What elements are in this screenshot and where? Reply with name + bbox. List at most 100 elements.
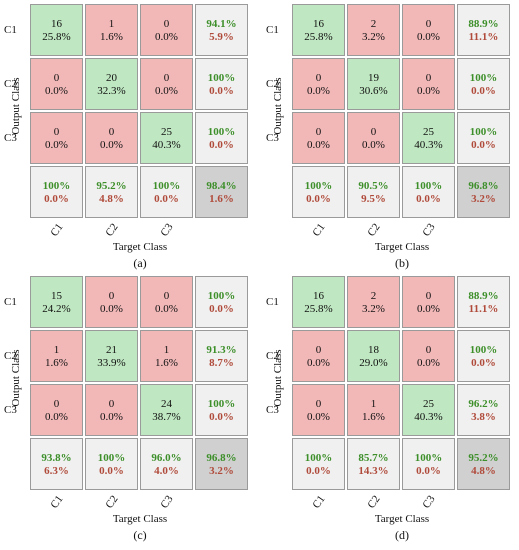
row-summary-cell: 94.1% 5.9% — [195, 4, 248, 56]
cell-percent: 0.0% — [100, 411, 123, 423]
y-axis-title: Output Class — [272, 349, 284, 407]
correct-cell: 25 40.3% — [402, 384, 455, 436]
precision-value: 100% — [207, 290, 236, 302]
misclassified-cell: 0 0.0% — [30, 112, 83, 164]
recall-value: 100% — [414, 180, 443, 192]
correct-cell: 18 29.0% — [347, 330, 400, 382]
cell-count: 0 — [163, 72, 170, 84]
confusion-matrix-panel: 16 25.8% 1 1.6% 0 0.0% 0 0.0% 20 32.3% 0 0.0% 0 0.0% 0… — [0, 0, 255, 270]
misclassified-cell: 0 0.0% — [402, 4, 455, 56]
misclassified-cell: 2 3.2% — [347, 276, 400, 328]
precision-value: 100% — [207, 398, 236, 410]
column-class-label: C1 — [48, 221, 66, 239]
column-summary-cell: 100% 0.0% — [292, 438, 345, 490]
misclassified-cell: 2 3.2% — [347, 4, 400, 56]
cell-percent: 1.6% — [362, 411, 385, 423]
column-summary-cell: 95.2% 4.8% — [85, 166, 138, 218]
column-summary-cell: 100% 0.0% — [402, 166, 455, 218]
row-summary-cell: 100% 0.0% — [457, 112, 510, 164]
x-axis-title: Target Class — [112, 241, 168, 253]
error-value: 3.2% — [209, 465, 234, 477]
overall-accuracy-cell: 96.8% 3.2% — [195, 438, 248, 490]
error-value: 0.0% — [416, 193, 441, 205]
error-value: 9.5% — [361, 193, 386, 205]
error-value: 5.9% — [209, 31, 234, 43]
cell-count: 0 — [315, 398, 322, 410]
misclassified-cell: 0 0.0% — [402, 58, 455, 110]
cell-count: 0 — [53, 398, 60, 410]
correct-cell: 16 25.8% — [30, 4, 83, 56]
cell-percent: 25.8% — [42, 31, 71, 43]
misclassified-cell: 0 0.0% — [347, 112, 400, 164]
cell-percent: 0.0% — [307, 411, 330, 423]
error-value: 8.7% — [209, 357, 234, 369]
matrix-grid: 16 25.8% 2 3.2% 0 0.0% 0 0.0% 19 30.6% 0 0.0% 0 0.0% 0… — [292, 4, 512, 220]
accuracy-value: 96.8% — [468, 180, 499, 192]
cell-count: 18 — [368, 344, 379, 356]
error-value: 0.0% — [209, 411, 234, 423]
error-value: 1.6% — [209, 193, 234, 205]
error-value: 0.0% — [471, 139, 496, 151]
row-summary-cell: 96.2% 3.8% — [457, 384, 510, 436]
error-value: 0.0% — [306, 193, 331, 205]
misclassified-cell: 0 0.0% — [292, 384, 345, 436]
correct-cell: 16 25.8% — [292, 276, 345, 328]
cell-count: 0 — [370, 126, 377, 138]
confusion-matrix-panel: 16 25.8% 2 3.2% 0 0.0% 0 0.0% 18 29.0% 0 0.0% 0 0.0% 1… — [262, 272, 517, 542]
cell-percent: 0.0% — [307, 85, 330, 97]
row-class-label: C3 — [4, 132, 17, 144]
error-value: 14.3% — [358, 465, 389, 477]
cell-count: 16 — [313, 18, 324, 30]
column-summary-cell: 93.8% 6.3% — [30, 438, 83, 490]
column-class-label: C2 — [365, 221, 383, 239]
cell-percent: 0.0% — [45, 85, 68, 97]
column-class-label: C2 — [103, 493, 121, 511]
cell-percent: 25.8% — [304, 303, 333, 315]
x-axis-title: Target Class — [374, 241, 430, 253]
row-summary-cell: 100% 0.0% — [457, 58, 510, 110]
cell-percent: 1.6% — [155, 357, 178, 369]
column-class-label: C2 — [365, 493, 383, 511]
column-summary-cell: 90.5% 9.5% — [347, 166, 400, 218]
y-axis-title: Output Class — [272, 77, 284, 135]
misclassified-cell: 0 0.0% — [30, 58, 83, 110]
cell-percent: 33.9% — [97, 357, 126, 369]
cell-percent: 40.3% — [414, 139, 443, 151]
misclassified-cell: 0 0.0% — [30, 384, 83, 436]
cell-percent: 0.0% — [100, 303, 123, 315]
cell-percent: 1.6% — [45, 357, 68, 369]
row-class-label: C3 — [266, 404, 279, 416]
row-class-label: C2 — [4, 350, 17, 362]
row-summary-cell: 100% 0.0% — [457, 330, 510, 382]
column-summary-cell: 100% 0.0% — [30, 166, 83, 218]
cell-percent: 38.7% — [152, 411, 181, 423]
cell-count: 1 — [108, 18, 115, 30]
cell-percent: 40.3% — [152, 139, 181, 151]
matrix-grid: 16 25.8% 2 3.2% 0 0.0% 0 0.0% 18 29.0% 0 0.0% 0 0.0% 1… — [292, 276, 512, 492]
cell-percent: 0.0% — [45, 411, 68, 423]
row-summary-cell: 91.3% 8.7% — [195, 330, 248, 382]
cell-count: 0 — [425, 72, 432, 84]
recall-value: 100% — [304, 180, 333, 192]
cell-count: 25 — [423, 126, 434, 138]
cell-count: 16 — [313, 290, 324, 302]
cell-percent: 0.0% — [155, 31, 178, 43]
row-class-label: C3 — [4, 404, 17, 416]
correct-cell: 15 24.2% — [30, 276, 83, 328]
misclassified-cell: 0 0.0% — [292, 112, 345, 164]
cell-percent: 29.0% — [359, 357, 388, 369]
recall-value: 95.2% — [96, 180, 127, 192]
error-value: 0.0% — [471, 85, 496, 97]
recall-value: 100% — [304, 452, 333, 464]
cell-percent: 30.6% — [359, 85, 388, 97]
correct-cell: 19 30.6% — [347, 58, 400, 110]
correct-cell: 25 40.3% — [140, 112, 193, 164]
column-class-label: C3 — [420, 493, 438, 511]
misclassified-cell: 0 0.0% — [85, 276, 138, 328]
misclassified-cell: 0 0.0% — [402, 276, 455, 328]
recall-value: 100% — [414, 452, 443, 464]
cell-count: 25 — [423, 398, 434, 410]
panel-label: (d) — [395, 528, 409, 542]
column-summary-cell: 85.7% 14.3% — [347, 438, 400, 490]
cell-count: 1 — [163, 344, 170, 356]
